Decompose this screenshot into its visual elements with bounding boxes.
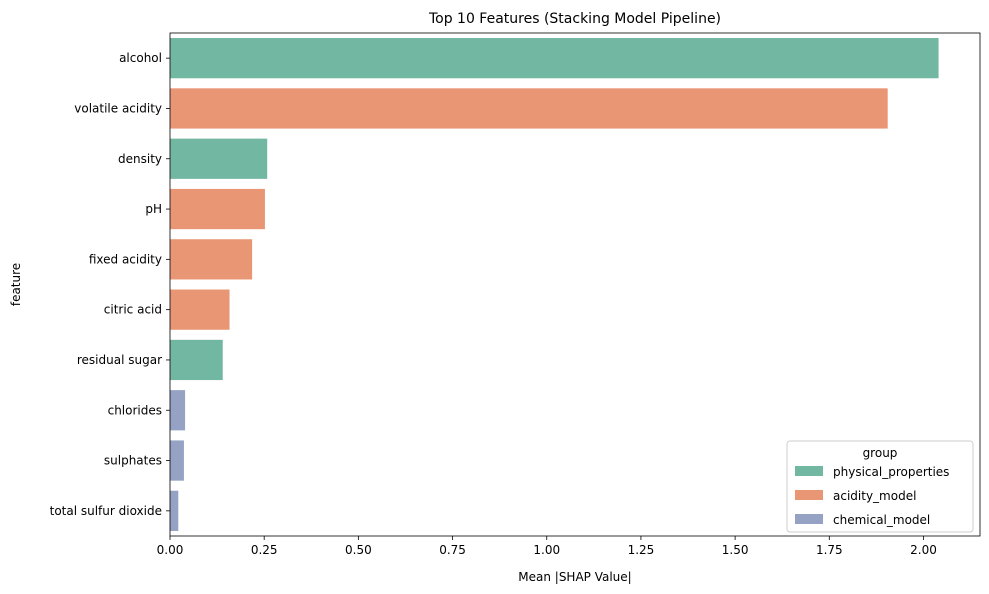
bar xyxy=(170,289,230,330)
y-tick-label: total sulfur dioxide xyxy=(50,504,162,518)
y-tick-label: alcohol xyxy=(119,51,162,65)
plot-frame xyxy=(169,32,981,537)
bar xyxy=(170,339,223,381)
bar xyxy=(170,390,186,431)
legend-box xyxy=(786,440,974,533)
y-axis: alcohol volatile acidity density pH fixed ac… xyxy=(50,51,170,518)
x-tick-label: 1.00 xyxy=(533,543,560,557)
x-tick-label: 1.50 xyxy=(722,543,749,557)
x-tick-label: 1.25 xyxy=(628,543,655,557)
x-axis-label: Mean |SHAP Value| xyxy=(518,570,631,584)
bar xyxy=(170,138,268,179)
legend-entry-label: chemical_model xyxy=(833,513,930,527)
x-tick-label: 0.25 xyxy=(251,543,278,557)
legend-entry-label: physical_properties xyxy=(833,465,949,479)
bars-group xyxy=(170,38,939,531)
y-tick-label: residual sugar xyxy=(77,353,162,367)
bar xyxy=(170,440,184,481)
bar xyxy=(170,490,179,531)
y-tick-label: density xyxy=(118,152,162,166)
y-tick-label: citric acid xyxy=(104,303,162,317)
x-tick-label: 0.50 xyxy=(345,543,372,557)
legend-entry-label: acidity_model xyxy=(833,489,916,503)
y-tick-label: sulphates xyxy=(104,454,162,468)
x-tick-label: 0.75 xyxy=(439,543,466,557)
y-tick-label: chlorides xyxy=(108,403,162,417)
y-tick-label: fixed acidity xyxy=(89,252,162,266)
x-tick-label: 1.75 xyxy=(816,543,843,557)
y-tick-label: volatile acidity xyxy=(74,101,162,115)
legend-swatch xyxy=(795,466,823,476)
x-axis: 0.00 0.25 0.50 0.75 1.00 1.25 1.50 1.75 2.00 xyxy=(157,536,937,557)
bar xyxy=(170,38,939,79)
x-tick-label: 2.00 xyxy=(910,543,937,557)
chart-title: Top 10 Features (Stacking Model Pipeline… xyxy=(428,11,721,27)
bar xyxy=(170,188,265,230)
x-tick-label: 0.00 xyxy=(157,543,184,557)
y-tick-label: pH xyxy=(145,202,162,216)
legend-swatch xyxy=(795,490,823,500)
legend: group physical_properties acidity_modelche… xyxy=(786,440,974,533)
bar xyxy=(170,88,888,129)
legend-swatch xyxy=(795,514,823,524)
legend-title: group xyxy=(863,446,898,460)
y-axis-label: feature xyxy=(9,263,23,306)
bar xyxy=(170,239,253,280)
